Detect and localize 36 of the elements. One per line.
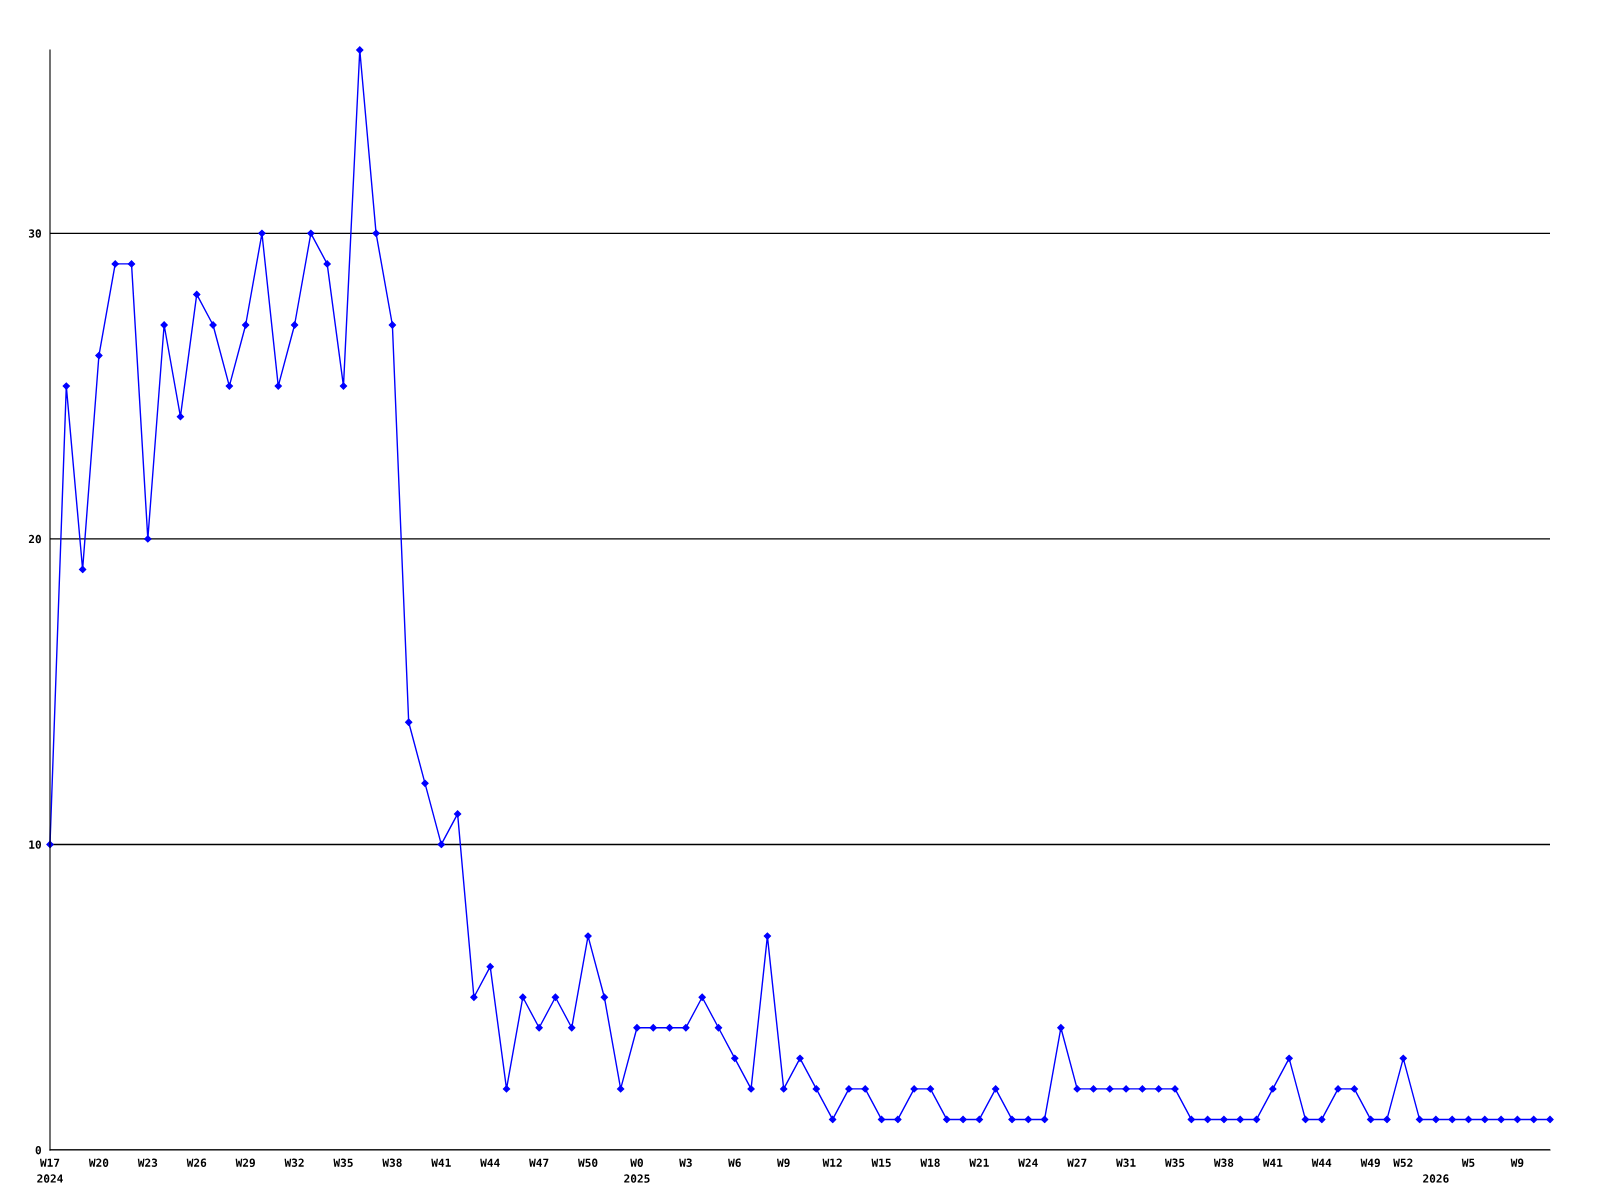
x-tick-label: W31 <box>1116 1158 1136 1167</box>
x-tick-label: W26 <box>186 1158 207 1167</box>
x-tick-label: W21 <box>969 1158 989 1167</box>
x-tick-label: W24 <box>1018 1158 1038 1167</box>
x-tick-label: W35 <box>333 1158 353 1167</box>
x-tick-label: W5 <box>1461 1158 1475 1167</box>
x-tick-label: W47 <box>529 1158 549 1167</box>
x-tick-label: W18 <box>920 1158 940 1167</box>
x-tick-label: W35 <box>1164 1158 1185 1167</box>
x-tick-label: W38 <box>1213 1158 1234 1167</box>
x-tick-label: W41 <box>1262 1158 1283 1167</box>
x-tick-label: W38 <box>382 1158 402 1167</box>
x-tick-label: W0 2025 <box>624 1158 650 1183</box>
x-tick-label: W44 <box>480 1158 500 1167</box>
x-tick-label: W27 <box>1067 1158 1087 1167</box>
y-tick-label: 20 <box>28 534 41 544</box>
x-tick-label: W41 <box>431 1158 451 1167</box>
x-tick-label: W15 <box>871 1158 891 1167</box>
x-tick-label: W12 <box>822 1158 842 1167</box>
x-tick-label: W23 <box>137 1158 158 1167</box>
x-tick-label: W29 <box>235 1158 255 1167</box>
x-tick-label: W44 <box>1311 1158 1332 1167</box>
x-tick-label: W17 2024 <box>37 1158 63 1183</box>
x-tick-label: W9 <box>1510 1158 1524 1167</box>
x-tick-label: W20 <box>88 1158 109 1167</box>
y-tick-label: 30 <box>28 229 41 238</box>
x-tick-label: W9 <box>777 1158 790 1167</box>
x-tick-label: W6 <box>728 1158 741 1167</box>
x-tick-label: W50 <box>578 1158 598 1167</box>
x-tick-label: W49 <box>1360 1158 1380 1167</box>
x-tick-label: W3 <box>679 1158 692 1167</box>
x-tick-label: 2026 <box>1423 1174 1449 1183</box>
y-tick-label: 10 <box>29 840 41 849</box>
x-tick-label: W52 <box>1393 1158 1413 1167</box>
y-tick-label: 0 <box>35 1145 41 1155</box>
x-tick-label: W32 <box>284 1158 304 1167</box>
